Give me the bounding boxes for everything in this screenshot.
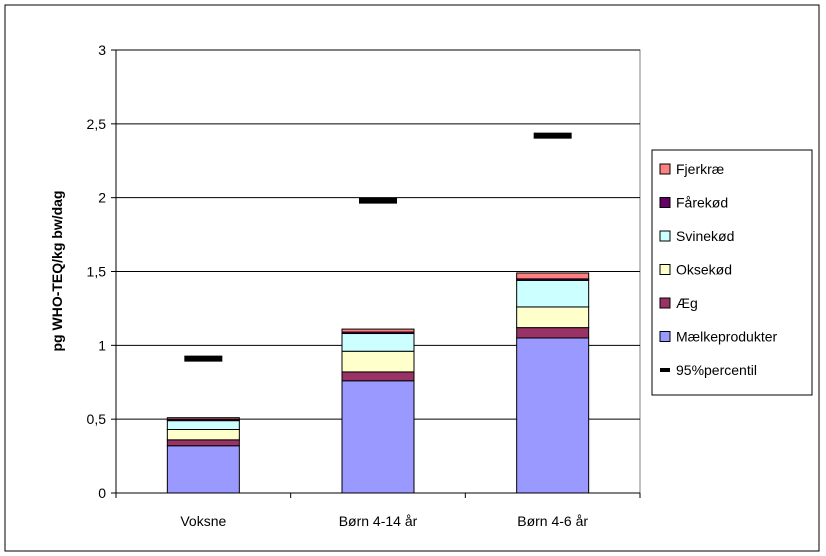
y-tick-label: 3: [98, 42, 106, 58]
legend: Fjerkræ Fårekød Svinekød Oksekød Æg Mælkeprod…: [659, 161, 777, 378]
legend-label: Mælkeprodukter: [676, 329, 777, 345]
percentile-marks: [184, 132, 572, 362]
bar-segment-oksekød: [341, 350, 415, 373]
bar-segment-æg: [166, 439, 240, 447]
y-tick-label: 2,5: [87, 116, 107, 132]
x-category-label: Børn 4-14 år: [339, 513, 418, 529]
bar-segment-oksekød: [516, 306, 590, 329]
legend-label: Oksekød: [676, 262, 732, 278]
legend-swatch: [659, 331, 671, 342]
bar-segment-æg: [516, 327, 590, 339]
bar-segment-mælkeprodukter: [341, 380, 415, 494]
bar-segment-fjerkræ: [516, 272, 590, 280]
y-ticks: 0 0,5 1 1,5 2 2,5 3: [87, 42, 116, 501]
legend-swatch: [659, 197, 671, 208]
bar-segment-mælkeprodukter: [516, 337, 590, 494]
bar-segment-svinekød: [516, 279, 590, 308]
y-tick-label: 0: [98, 485, 106, 501]
y-tick-label: 1,5: [87, 264, 107, 280]
legend-swatch: [659, 230, 671, 242]
legend-swatch: [659, 297, 671, 309]
legend-box: [651, 149, 813, 396]
percentile-mark: [359, 197, 397, 204]
legend-label: Svinekød: [676, 228, 734, 244]
legend-label: Fjerkræ: [676, 161, 724, 177]
legend-label: Fårekød: [676, 195, 728, 211]
x-category-label: Voksne: [180, 513, 226, 529]
x-category-label: Børn 4-6 år: [517, 513, 588, 529]
bar-segment-svinekød: [166, 420, 240, 431]
percentile-mark: [184, 355, 223, 362]
bar-segment-mælkeprodukter: [166, 445, 240, 494]
y-tick-label: 2: [98, 190, 106, 206]
bar-segment-æg: [341, 371, 415, 382]
percentile-mark: [533, 132, 572, 139]
y-tick-label: 0,5: [87, 411, 107, 427]
bar-segment-fjerkræ: [341, 328, 415, 333]
x-ticks: Voksne Børn 4-14 år Børn 4-6 år: [115, 493, 641, 529]
legend-swatch: [659, 264, 671, 275]
legend-label: 95%percentil: [676, 362, 757, 378]
bar-segment-svinekød: [341, 333, 415, 352]
bars: [166, 272, 590, 494]
legend-swatch-percentile: [660, 368, 670, 372]
y-tick-label: 1: [98, 337, 106, 353]
legend-label: Æg: [676, 295, 698, 311]
legend-swatch: [659, 163, 671, 175]
bar-segment-oksekød: [166, 429, 240, 441]
bar-segment-fjerkræ: [166, 417, 240, 420]
y-axis-label: pg WHO-TEQ/kg bw/dag: [49, 191, 65, 352]
